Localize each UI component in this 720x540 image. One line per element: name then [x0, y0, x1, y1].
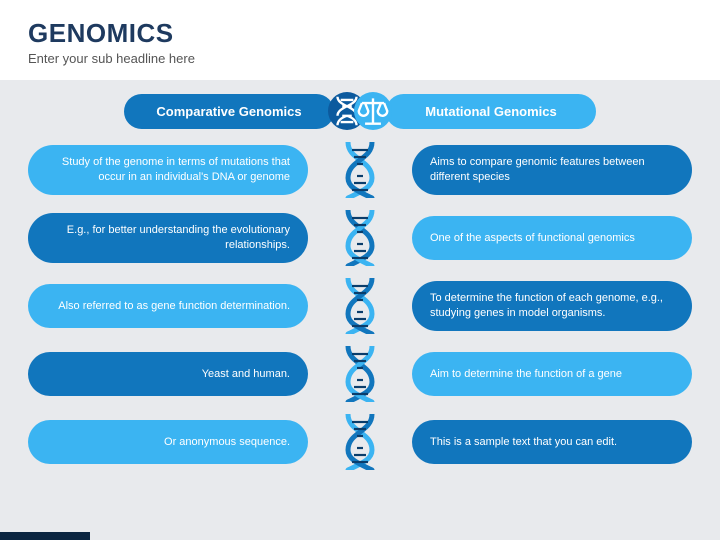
dna-helix-icon [340, 278, 380, 334]
row-right-pill: To determine the function of each genome… [412, 281, 692, 331]
comparison-row: Also referred to as gene function determ… [28, 278, 692, 334]
category-right-pill: Mutational Genomics [386, 94, 596, 129]
header: GENOMICS Enter your sub headline here [0, 0, 720, 80]
page-subtitle: Enter your sub headline here [28, 51, 692, 66]
dna-helix-icon [340, 414, 380, 470]
row-left-pill: Study of the genome in terms of mutation… [28, 145, 308, 195]
dna-helix-icon [340, 142, 380, 198]
row-left-pill: Yeast and human. [28, 352, 308, 396]
dna-helix-icon [340, 210, 380, 266]
content-area: Comparative Genomics Mutational Genomics… [0, 80, 720, 540]
category-header-row: Comparative Genomics Mutational Genomics [28, 92, 692, 130]
comparison-row: Study of the genome in terms of mutation… [28, 142, 692, 198]
row-left-pill: Or anonymous sequence. [28, 420, 308, 464]
comparison-row: Yeast and human. Aim to determine the fu… [28, 346, 692, 402]
comparison-row: Or anonymous sequence. This is a sample … [28, 414, 692, 470]
comparison-row: E.g., for better understanding the evolu… [28, 210, 692, 266]
rows-container: Study of the genome in terms of mutation… [28, 142, 692, 470]
category-left-pill: Comparative Genomics [124, 94, 334, 129]
dna-helix-icon [340, 346, 380, 402]
footer-accent-bar [0, 532, 90, 540]
row-right-pill: One of the aspects of functional genomic… [412, 216, 692, 260]
row-right-pill: Aim to determine the function of a gene [412, 352, 692, 396]
page-title: GENOMICS [28, 18, 692, 49]
row-right-pill: Aims to compare genomic features between… [412, 145, 692, 195]
scales-icon [354, 92, 392, 130]
row-left-pill: Also referred to as gene function determ… [28, 284, 308, 328]
row-left-pill: E.g., for better understanding the evolu… [28, 213, 308, 263]
row-right-pill: This is a sample text that you can edit. [412, 420, 692, 464]
